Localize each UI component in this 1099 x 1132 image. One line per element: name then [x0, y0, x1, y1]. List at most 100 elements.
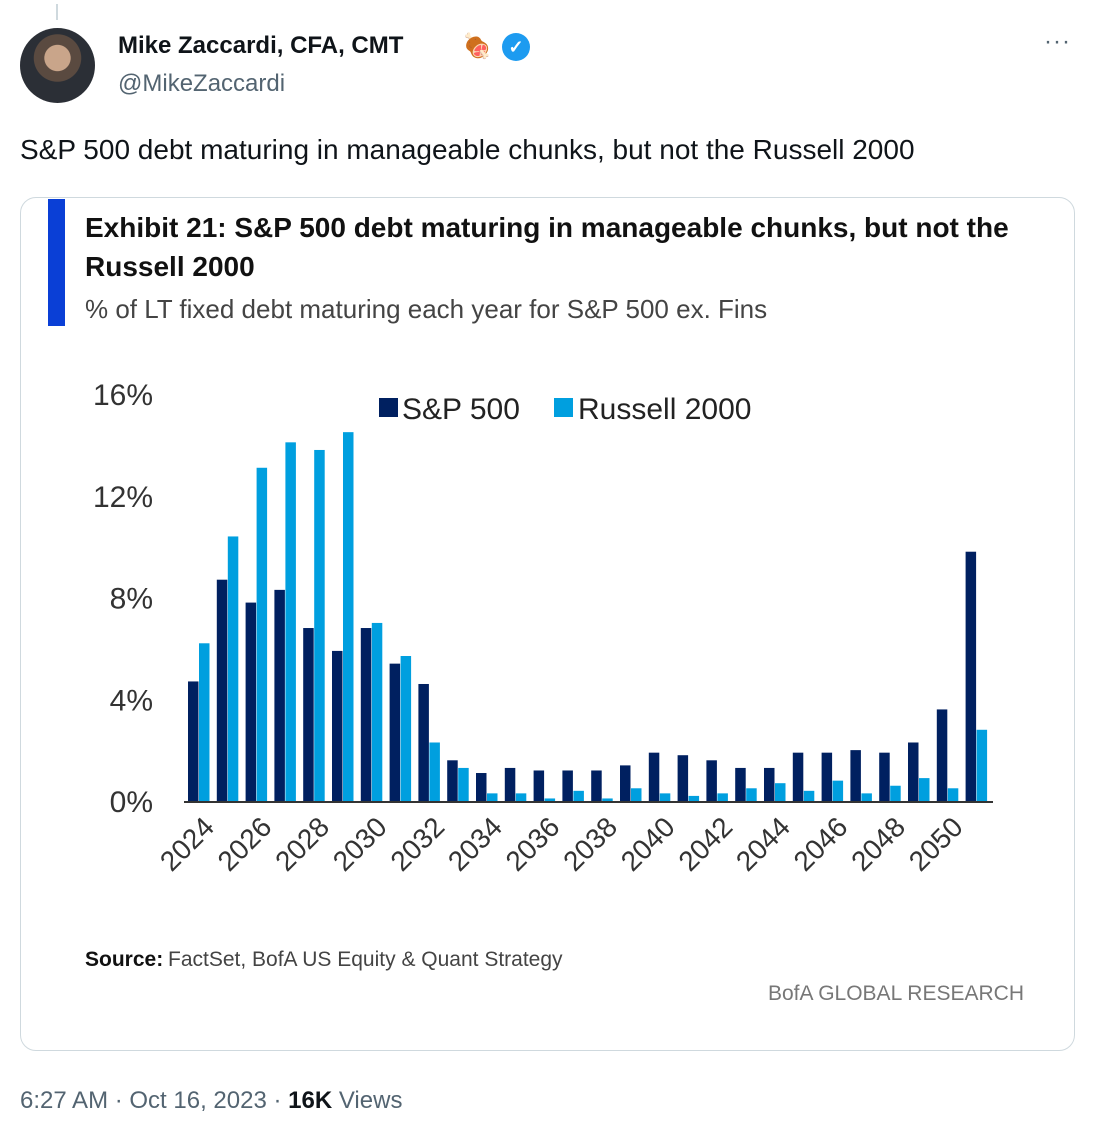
source-label: Source:: [85, 948, 163, 971]
meat-emoji-icon: 🍖: [462, 33, 492, 60]
bar-sp500-2047: [850, 750, 861, 801]
bar-russell2000-2043: [746, 788, 757, 801]
legend-swatch-sp500: [379, 398, 398, 417]
bar-russell2000-2045: [803, 790, 815, 801]
tweet-text: S&P 500 debt maturing in manageable chun…: [20, 134, 915, 165]
x-tick-label: 2046: [788, 811, 854, 877]
author-name[interactable]: Mike Zaccardi, CFA, CMT: [118, 32, 404, 59]
bar-russell2000-2030: [371, 622, 383, 801]
author-handle[interactable]: @MikeZaccardi: [118, 70, 286, 97]
bar-russell2000-2034: [487, 793, 498, 801]
avatar[interactable]: [20, 28, 95, 103]
bar-sp500-2032: [418, 683, 429, 801]
chart-subtitle: % of LT fixed debt maturing each year fo…: [85, 294, 767, 324]
bar-chart: Exhibit 21: S&P 500 debt maturing in man…: [48, 199, 1024, 1005]
thread-line: [56, 4, 58, 20]
legend-swatch-russell2000: [554, 398, 573, 417]
title-accent-bar: [48, 199, 65, 326]
bar-sp500-2025: [216, 579, 228, 801]
views-label: Views: [338, 1087, 403, 1114]
chart-title-line1: Exhibit 21: S&P 500 debt maturing in man…: [85, 212, 1009, 243]
bar-sp500-2041: [677, 755, 689, 801]
y-tick-label: 4%: [110, 684, 153, 717]
bar-russell2000-2025: [227, 536, 239, 801]
bar-sp500-2043: [735, 767, 746, 801]
tweet-time[interactable]: 6:27 AM: [20, 1087, 109, 1114]
bar-russell2000-2028: [314, 449, 325, 801]
bar-sp500-2048: [879, 752, 890, 801]
legend-label-sp500: S&P 500: [402, 393, 520, 426]
bar-sp500-2049: [908, 742, 919, 801]
tweet-date[interactable]: Oct 16, 2023: [129, 1087, 267, 1114]
bar-russell2000-2037: [573, 790, 584, 801]
bar-russell2000-2040: [659, 793, 671, 801]
bar-russell2000-2033: [458, 767, 469, 801]
bar-sp500-2040: [648, 752, 660, 801]
bar-russell2000-2038: [602, 798, 613, 801]
legend-label-russell2000: Russell 2000: [578, 393, 751, 426]
views-count: 16K: [288, 1087, 333, 1114]
x-tick-label: 2042: [672, 811, 738, 877]
bar-sp500-2034: [476, 773, 487, 801]
bar-sp500-2046: [821, 752, 833, 801]
bar-sp500-2031: [389, 663, 401, 801]
x-tick-label: 2044: [730, 811, 796, 877]
bar-russell2000-2051: [976, 729, 988, 801]
bar-sp500-2051: [965, 551, 977, 801]
chart-image[interactable]: Exhibit 21: S&P 500 debt maturing in man…: [20, 197, 1075, 1051]
more-options-icon[interactable]: ···: [1044, 28, 1071, 55]
bar-russell2000-2024: [199, 643, 210, 801]
bar-russell2000-2032: [429, 742, 440, 801]
bar-sp500-2028: [303, 628, 314, 801]
x-tick-label: 2028: [269, 811, 335, 877]
bar-russell2000-2044: [775, 783, 786, 801]
bar-sp500-2033: [447, 760, 458, 801]
chart-title-line2: Russell 2000: [85, 251, 255, 282]
y-tick-label: 0%: [110, 786, 153, 819]
bar-russell2000-2035: [515, 793, 527, 801]
bar-sp500-2024: [188, 681, 199, 801]
bar-sp500-2027: [274, 589, 285, 801]
bar-sp500-2045: [792, 752, 804, 801]
bar-russell2000-2039: [631, 788, 642, 801]
tweet-footer: 6:27 AM · Oct 16, 2023 · 16K Views: [20, 1087, 403, 1114]
x-tick-label: 2032: [384, 811, 450, 877]
x-tick-label: 2024: [154, 811, 220, 877]
bar-russell2000-2031: [400, 656, 412, 801]
bar-sp500-2044: [764, 767, 775, 801]
bar-sp500-2035: [504, 767, 516, 801]
bar-russell2000-2047: [861, 793, 872, 801]
verified-badge-icon[interactable]: ✓: [502, 33, 530, 61]
bar-russell2000-2036: [544, 798, 556, 801]
bar-sp500-2042: [706, 760, 717, 801]
bar-russell2000-2027: [285, 442, 296, 801]
bar-sp500-2036: [533, 770, 545, 801]
bar-russell2000-2029: [343, 432, 354, 801]
x-tick-label: 2036: [500, 811, 566, 877]
x-tick-label: 2040: [615, 811, 681, 877]
source-text: FactSet, BofA US Equity & Quant Strategy: [168, 948, 563, 971]
bar-sp500-2038: [591, 770, 602, 801]
y-tick-label: 12%: [93, 481, 153, 514]
x-tick-label: 2050: [903, 811, 969, 877]
x-tick-label: 2048: [845, 811, 911, 877]
bar-sp500-2037: [562, 770, 573, 801]
bar-sp500-2050: [936, 709, 948, 801]
y-tick-label: 8%: [110, 583, 153, 616]
bar-russell2000-2048: [890, 785, 901, 801]
bar-russell2000-2026: [256, 467, 268, 801]
bar-russell2000-2046: [832, 780, 844, 801]
x-tick-label: 2034: [442, 811, 508, 877]
y-tick-label: 16%: [93, 379, 153, 412]
bar-russell2000-2041: [688, 795, 700, 801]
bar-sp500-2039: [620, 765, 631, 801]
x-tick-label: 2038: [557, 811, 623, 877]
bar-sp500-2029: [332, 650, 343, 801]
bar-russell2000-2050: [947, 788, 959, 801]
x-tick-label: 2030: [327, 811, 393, 877]
bar-sp500-2030: [360, 628, 372, 801]
bar-russell2000-2042: [717, 793, 728, 801]
bar-russell2000-2049: [919, 778, 930, 801]
watermark: BofA GLOBAL RESEARCH: [768, 982, 1024, 1005]
x-tick-label: 2026: [212, 811, 278, 877]
